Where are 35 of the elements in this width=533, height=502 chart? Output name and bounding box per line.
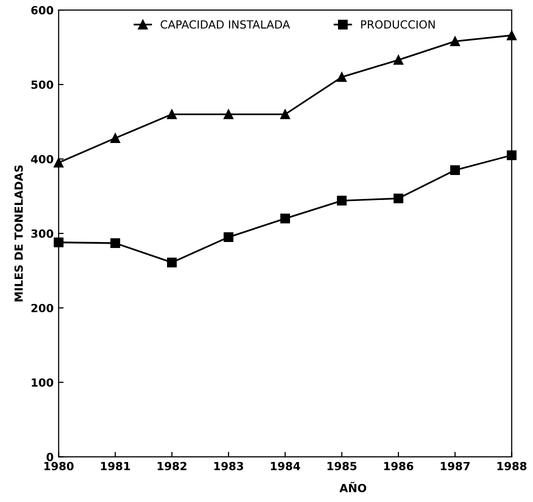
y-tick-label: 400 <box>31 154 54 164</box>
point <box>224 232 234 242</box>
y-tick-label: 500 <box>31 80 54 89</box>
y-tick-label: 600 <box>31 6 54 14</box>
y-tick-label: 200 <box>31 304 54 312</box>
point <box>394 55 404 65</box>
point <box>224 109 234 120</box>
y-axis-title: MILES DE TONELADAS <box>14 165 23 302</box>
x-tick-label: 1985 <box>328 462 356 470</box>
point <box>394 194 404 204</box>
point <box>336 196 347 206</box>
x-tick-label: 1981 <box>101 462 130 470</box>
x-tick-label: 1980 <box>44 462 74 470</box>
point <box>450 165 460 175</box>
x-axis-title: AÑO <box>339 482 366 492</box>
x-tick-label: 1983 <box>214 462 244 470</box>
point <box>280 214 290 224</box>
point <box>110 238 120 248</box>
x-tick-label: 1984 <box>270 462 300 470</box>
legend-label: PRODUCCION <box>361 20 435 29</box>
y-tick-label: 300 <box>31 229 54 238</box>
x-tick-label: 1982 <box>158 462 186 470</box>
point <box>280 109 290 120</box>
x-tick-label: 1988 <box>497 462 526 470</box>
point <box>54 158 64 168</box>
x-tick-label: 1987 <box>440 462 470 470</box>
point <box>450 36 460 46</box>
point <box>167 258 177 268</box>
x-tick-label: 1986 <box>384 462 414 470</box>
point <box>167 109 177 120</box>
point <box>110 133 120 143</box>
y-tick-label: 0 <box>46 452 54 462</box>
y-tick-label: 100 <box>32 378 54 387</box>
point <box>336 72 347 82</box>
legend-label: CAPACIDAD INSTALADA <box>160 20 290 29</box>
